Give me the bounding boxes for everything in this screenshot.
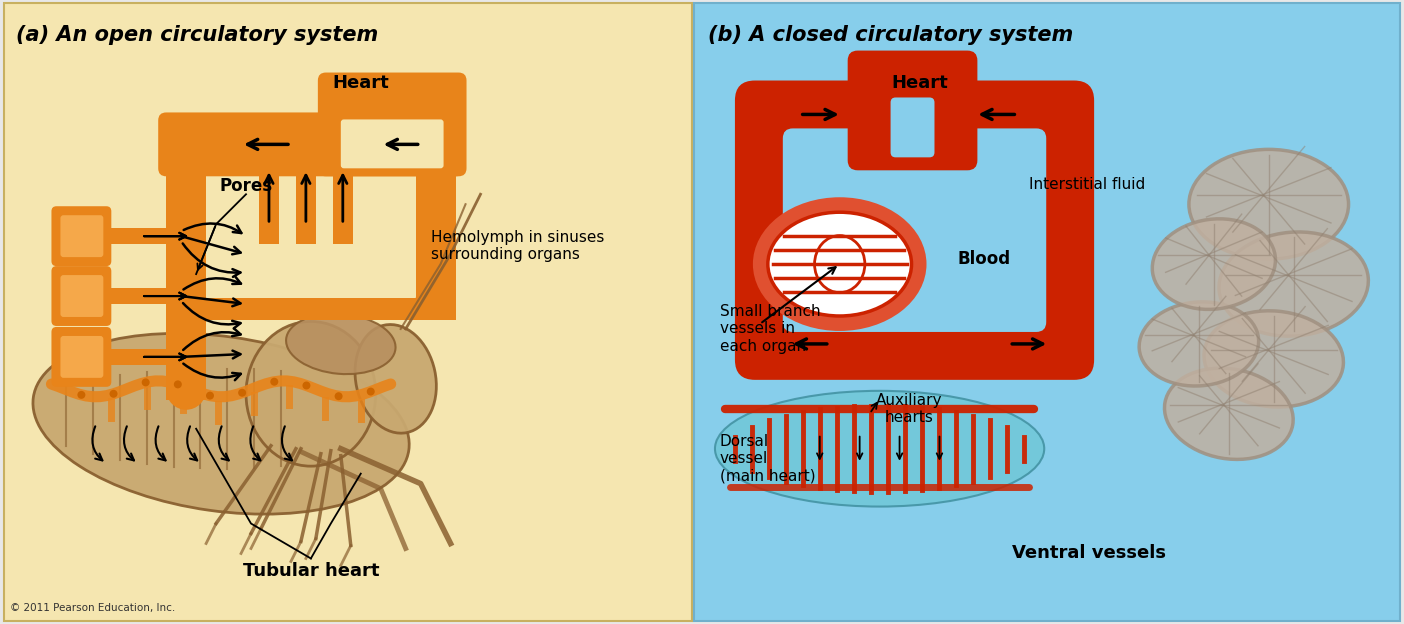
Ellipse shape	[1164, 368, 1293, 459]
Circle shape	[239, 389, 246, 397]
Text: Tubular heart: Tubular heart	[243, 562, 379, 580]
Bar	[296, 168, 316, 244]
Ellipse shape	[32, 333, 409, 514]
FancyBboxPatch shape	[734, 80, 1094, 380]
FancyBboxPatch shape	[52, 327, 111, 387]
Bar	[858, 94, 967, 105]
Ellipse shape	[1219, 232, 1369, 336]
Circle shape	[416, 280, 455, 320]
Text: Heart: Heart	[892, 74, 948, 92]
Ellipse shape	[286, 314, 396, 374]
FancyBboxPatch shape	[341, 119, 444, 168]
Text: Dorsal
vessel
(main heart): Dorsal vessel (main heart)	[720, 434, 816, 484]
Ellipse shape	[1139, 302, 1258, 386]
Circle shape	[174, 381, 183, 388]
Bar	[166, 168, 206, 400]
Bar	[333, 168, 352, 244]
Circle shape	[142, 378, 150, 386]
Circle shape	[206, 392, 213, 399]
FancyBboxPatch shape	[52, 266, 111, 326]
Bar	[101, 228, 166, 244]
Circle shape	[110, 390, 118, 397]
FancyBboxPatch shape	[317, 72, 466, 177]
Bar	[101, 288, 166, 304]
Text: (a) An open circulatory system: (a) An open circulatory system	[15, 24, 378, 45]
Bar	[258, 168, 279, 244]
Text: Auxiliary
hearts: Auxiliary hearts	[876, 392, 943, 425]
Circle shape	[302, 381, 310, 389]
Text: (b) A closed circulatory system: (b) A closed circulatory system	[708, 24, 1073, 45]
FancyBboxPatch shape	[60, 336, 104, 378]
Text: Hemolymph in sinuses
surrounding organs: Hemolymph in sinuses surrounding organs	[431, 230, 604, 262]
Ellipse shape	[1189, 149, 1349, 259]
Circle shape	[271, 378, 278, 386]
Bar	[101, 349, 166, 365]
Ellipse shape	[355, 324, 437, 433]
Ellipse shape	[768, 212, 911, 316]
FancyBboxPatch shape	[159, 112, 463, 177]
Bar	[4, 2, 692, 622]
Ellipse shape	[715, 391, 1045, 507]
FancyBboxPatch shape	[60, 275, 104, 317]
Text: Heart: Heart	[333, 74, 389, 92]
Bar	[694, 2, 1400, 622]
Circle shape	[366, 388, 375, 396]
Bar	[166, 298, 455, 320]
FancyBboxPatch shape	[783, 129, 1046, 332]
FancyBboxPatch shape	[890, 97, 935, 157]
Bar	[416, 168, 455, 310]
Text: © 2011 Pearson Education, Inc.: © 2011 Pearson Education, Inc.	[10, 603, 174, 613]
FancyBboxPatch shape	[52, 207, 111, 266]
Ellipse shape	[1205, 311, 1344, 407]
Circle shape	[77, 391, 86, 399]
Ellipse shape	[753, 197, 927, 331]
Circle shape	[166, 370, 206, 410]
Ellipse shape	[1153, 219, 1275, 310]
FancyBboxPatch shape	[848, 51, 977, 170]
Ellipse shape	[246, 321, 376, 466]
FancyBboxPatch shape	[60, 215, 104, 257]
Text: Pores: Pores	[219, 177, 272, 195]
Text: Blood: Blood	[958, 250, 1011, 268]
Text: Interstitial fluid: Interstitial fluid	[1029, 177, 1146, 192]
Circle shape	[334, 392, 343, 400]
Text: Ventral vessels: Ventral vessels	[1012, 545, 1167, 562]
Text: Small branch
vessels in
each organ: Small branch vessels in each organ	[720, 304, 820, 354]
